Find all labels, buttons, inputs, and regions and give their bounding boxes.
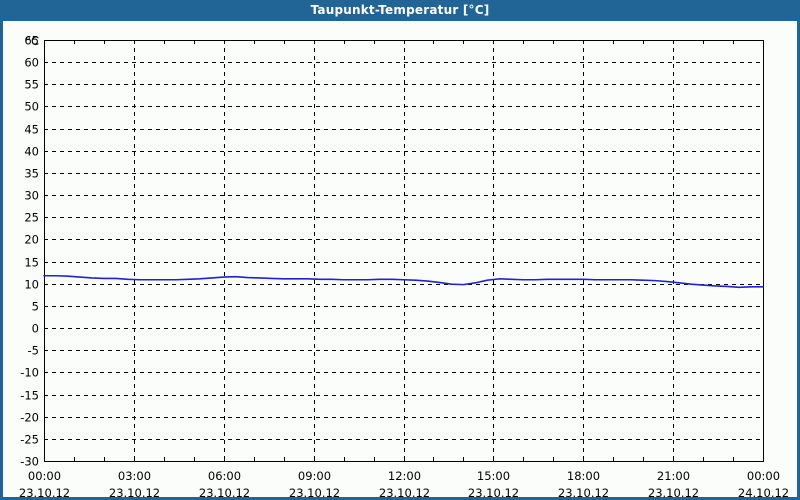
vertical-gridlines-group [134, 40, 674, 461]
y-axis-unit-label: °C [25, 34, 39, 48]
y-tick-label: -30 [20, 455, 39, 469]
page-title: Taupunkt-Temperatur [°C] [310, 3, 490, 17]
temperature-line-chart: 65605550454035302520151050-5-10-15-20-25… [19, 34, 789, 498]
y-tick-label: -10 [20, 366, 39, 380]
x-tick-time-label: 00:00 [747, 469, 780, 483]
x-tick-time-label: 09:00 [298, 469, 331, 483]
y-tick-label: 5 [32, 300, 39, 314]
plot-frame [43, 39, 765, 463]
x-tick-date-label: 23.10.12 [558, 486, 609, 497]
x-axis-tick-labels: 00:00 23.10.12 03:00 23.10.12 06:00 23.10.12 0… [19, 469, 789, 497]
y-tick-label: 45 [24, 123, 39, 137]
y-tick-label: 20 [24, 233, 39, 247]
x-tick-date-label: 23.10.12 [19, 486, 70, 497]
gridlines-group [44, 40, 763, 440]
window-title-bar: Taupunkt-Temperatur [°C] [3, 0, 797, 21]
x-tick-date-label: 23.10.12 [379, 486, 430, 497]
y-tick-label: -15 [20, 389, 39, 403]
y-tick-label: 60 [24, 56, 39, 70]
y-tick-label: -20 [20, 411, 39, 425]
x-tick-time-label: 03:00 [118, 469, 151, 483]
x-tick-time-label: 12:00 [388, 469, 421, 483]
y-tick-label: 25 [24, 211, 39, 225]
x-tick-time-label: 06:00 [208, 469, 241, 483]
y-tick-label: 0 [32, 322, 39, 336]
y-tick-label: 50 [24, 100, 39, 114]
x-tick-time-label: 15:00 [477, 469, 510, 483]
x-tick-date-label: 23.10.12 [648, 486, 699, 497]
axis-ticks-group [44, 40, 764, 462]
y-tick-label: 55 [24, 78, 39, 92]
plot-area-container: 65 60 55 50 45 40 35 30 25 20 15 10 5 0 -5 -10 -15 -20 -25… [3, 21, 797, 498]
y-tick-label: 15 [24, 256, 39, 270]
y-tick-label: -5 [28, 344, 39, 358]
x-tick-time-label: 18:00 [567, 469, 600, 483]
x-tick-date-label: 23.10.12 [468, 486, 519, 497]
x-tick-date-label: 23.10.12 [199, 486, 250, 497]
y-axis-tick-labels: 65605550454035302520151050-5-10-15-20-25… [20, 34, 39, 469]
y-tick-label: 10 [24, 278, 39, 292]
x-tick-date-label: 23.10.12 [109, 486, 160, 497]
x-tick-date-label: 24.10.12 [738, 486, 789, 497]
y-tick-label: -25 [20, 433, 39, 447]
x-tick-time-label: 00:00 [28, 469, 61, 483]
x-tick-time-label: 21:00 [657, 469, 690, 483]
y-tick-label: 40 [24, 145, 39, 159]
dewpoint-series-line [43, 274, 764, 289]
y-tick-label: 65 [24, 34, 39, 48]
x-tick-date-label: 23.10.12 [289, 486, 340, 497]
y-tick-label: 35 [24, 167, 39, 181]
y-tick-label: 30 [24, 189, 39, 203]
